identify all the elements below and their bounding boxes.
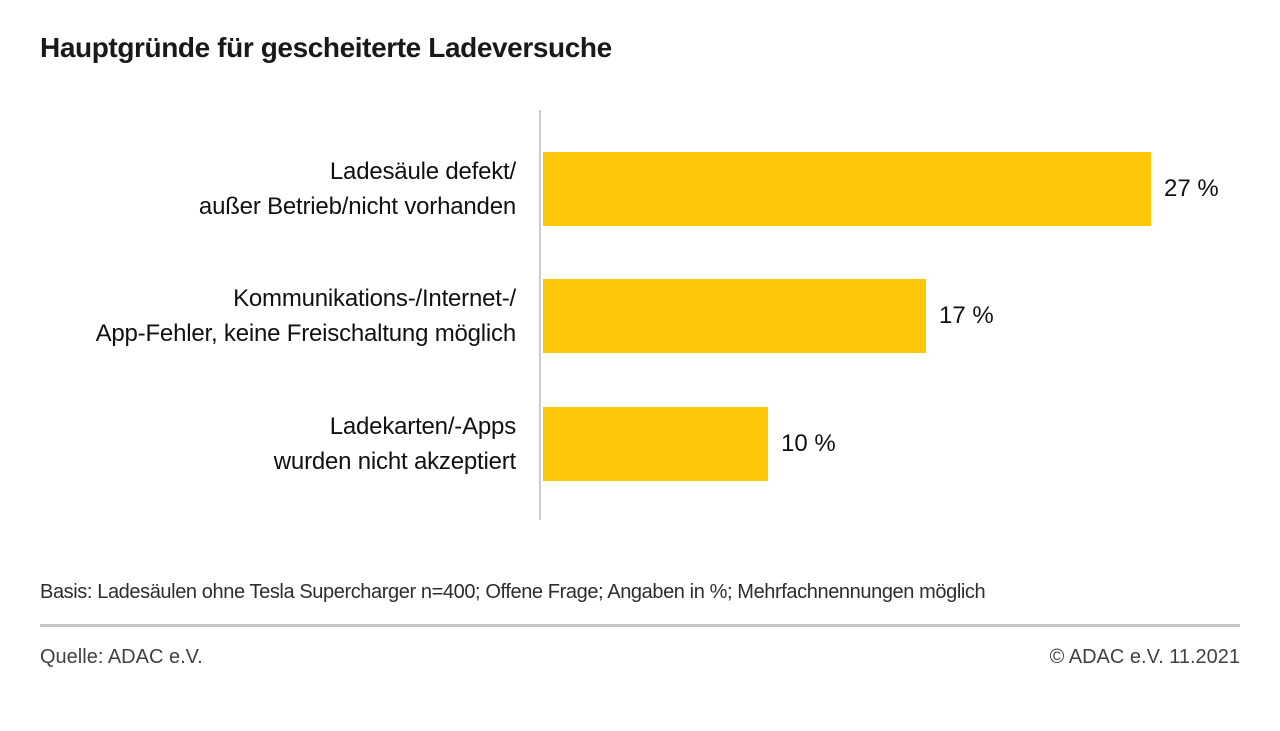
value-label: 10 % [781,430,836,457]
y-axis-line [539,110,541,520]
bar [543,407,768,481]
category-label: Ladekarten/-Apps wurden nicht akzeptiert [273,413,516,475]
category-label: Kommunikations-/Internet-/ App-Fehler, k… [95,285,517,347]
basis-note: Basis: Ladesäulen ohne Tesla Supercharge… [40,581,986,603]
bar [543,279,926,353]
chart-row: Ladekarten/-Apps wurden nicht akzeptiert… [0,407,1280,481]
chart-row: Kommunikations-/Internet-/ App-Fehler, k… [0,279,1280,353]
bar [543,152,1151,226]
chart-row: Ladesäule defekt/ außer Betrieb/nicht vo… [0,152,1280,226]
value-label: 27 % [1164,175,1219,202]
chart-title: Hauptgründe für gescheiterte Ladeversuch… [40,32,612,63]
category-label: Ladesäule defekt/ außer Betrieb/nicht vo… [198,158,516,220]
value-label: 17 % [939,302,994,329]
source-label: Quelle: ADAC e.V. [40,646,203,668]
copyright-label: © ADAC e.V. 11.2021 [1049,646,1240,668]
footer-divider [40,624,1240,627]
bar-chart: Ladesäule defekt/ außer Betrieb/nicht vo… [0,110,1280,520]
